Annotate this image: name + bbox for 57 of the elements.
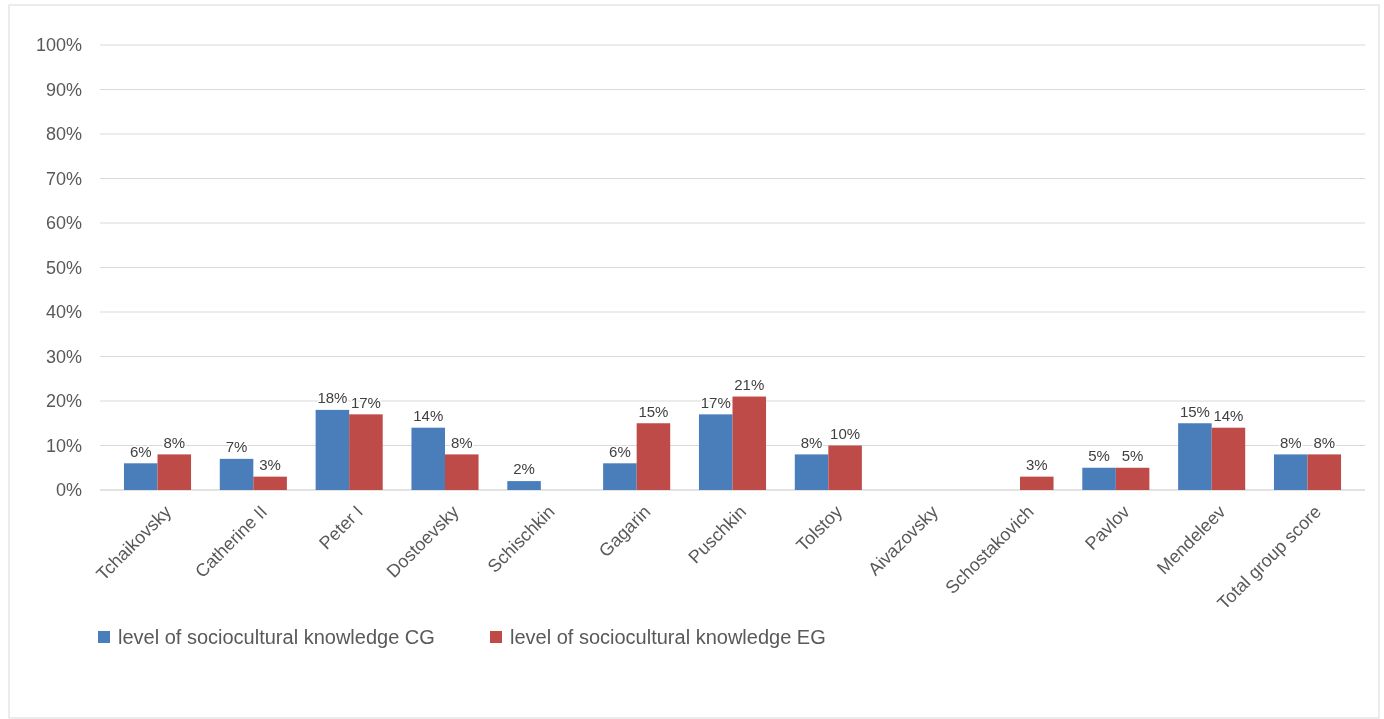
data-label: 5% (1088, 447, 1110, 464)
bar (794, 454, 829, 490)
bar (1115, 467, 1150, 490)
data-label: 21% (734, 375, 765, 393)
y-tick-label: 40% (45, 302, 82, 323)
y-tick-label: 80% (45, 124, 82, 145)
y-tick-label: 70% (45, 168, 82, 189)
bar (123, 463, 158, 490)
bar (698, 414, 733, 490)
bar (411, 427, 445, 490)
bar (1307, 454, 1342, 490)
bar (1082, 467, 1116, 490)
bar (828, 445, 862, 490)
bar (732, 396, 767, 490)
data-label: 15% (1179, 402, 1210, 420)
data-label: 3% (259, 455, 281, 473)
bar (349, 414, 383, 490)
y-tick-label: 20% (45, 391, 82, 412)
y-tick-label: 50% (45, 257, 82, 278)
bar (1273, 454, 1308, 490)
bar (219, 458, 254, 490)
bar (157, 454, 192, 490)
bar (507, 481, 541, 490)
y-tick-label: 90% (45, 79, 82, 100)
bar (603, 463, 637, 490)
data-label: 2% (513, 460, 535, 478)
data-label: 7% (225, 438, 248, 456)
data-label: 8% (1313, 433, 1336, 451)
data-label: 5% (1121, 447, 1144, 464)
bar (253, 476, 287, 490)
bar (445, 454, 479, 490)
data-label: 6% (609, 442, 631, 460)
data-label: 15% (638, 402, 669, 420)
bar (636, 423, 671, 490)
data-label: 14% (1213, 406, 1244, 424)
bar (315, 409, 350, 490)
y-tick-label: 0% (55, 480, 82, 501)
data-label: 18% (317, 389, 348, 407)
legend-label: level of sociocultural knowledge EG (510, 626, 826, 648)
bar (1178, 423, 1212, 490)
data-label: 8% (163, 433, 186, 451)
data-label: 8% (800, 433, 823, 451)
data-label: 17% (350, 393, 381, 411)
data-label: 3% (1025, 455, 1048, 473)
data-label: 6% (129, 442, 152, 460)
bar (1211, 427, 1246, 490)
data-label: 8% (450, 433, 473, 451)
legend-label: level of sociocultural knowledge CG (118, 626, 435, 648)
y-tick-label: 30% (45, 346, 82, 367)
data-label: 17% (700, 393, 731, 411)
data-label: 14% (413, 406, 444, 424)
data-label: 8% (1279, 433, 1302, 451)
data-label: 10% (830, 424, 861, 442)
bar (1020, 476, 1054, 490)
y-tick-label: 10% (45, 435, 82, 456)
y-tick-label: 100% (35, 35, 82, 56)
y-tick-label: 60% (45, 213, 82, 234)
